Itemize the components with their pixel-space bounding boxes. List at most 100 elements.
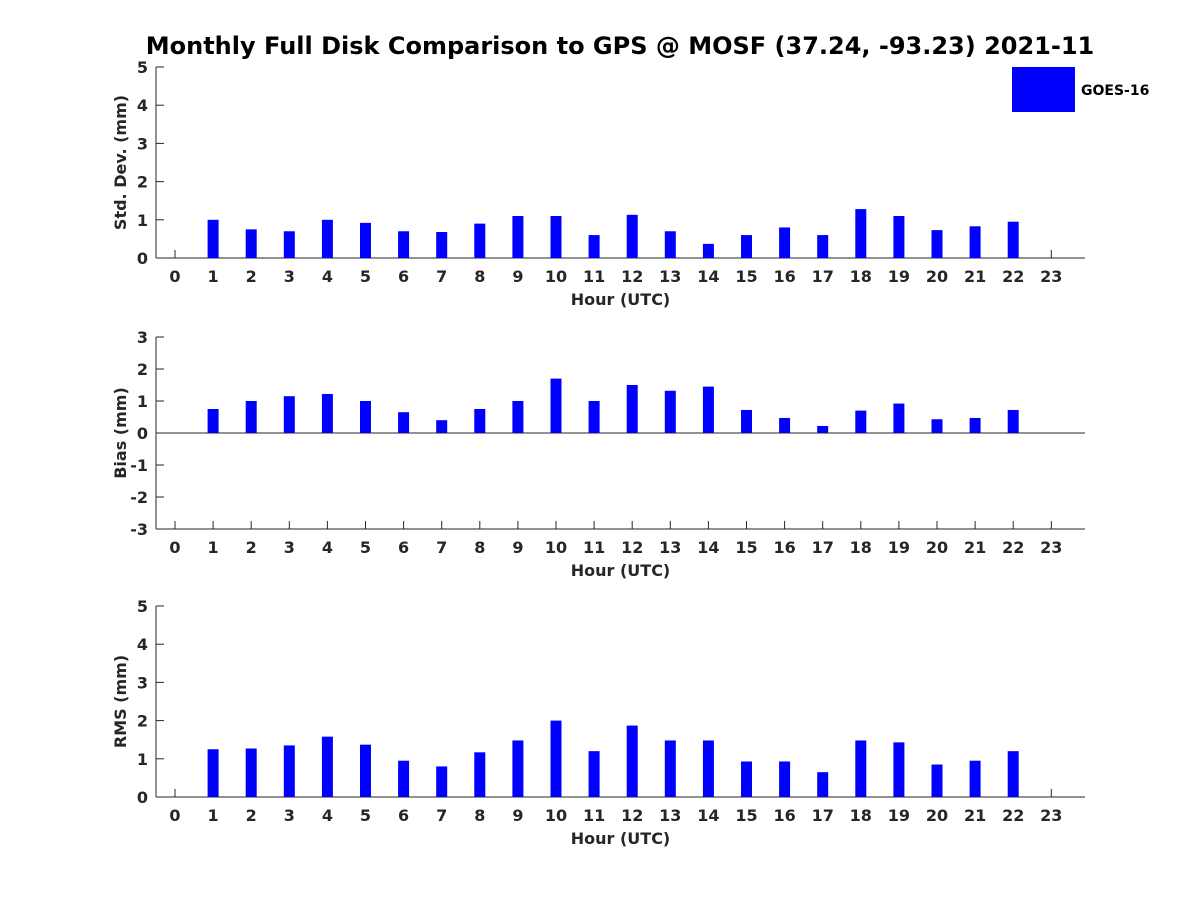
bar-hour-8: [474, 409, 486, 433]
x-tick-label: 23: [1040, 538, 1062, 557]
chart-title: Monthly Full Disk Comparison to GPS @ MO…: [146, 32, 1094, 60]
x-tick-label: 9: [512, 538, 523, 557]
x-tick-label: 12: [621, 538, 643, 557]
bar-hour-8: [474, 752, 486, 797]
y-axis-label: RMS (mm): [111, 655, 130, 748]
y-tick-label: 3: [137, 328, 148, 347]
y-tick-label: 0: [137, 249, 148, 268]
bar-hour-10: [550, 720, 562, 797]
x-tick-label: 6: [398, 267, 409, 286]
x-tick-label: 20: [926, 806, 948, 825]
bar-hour-20: [931, 230, 943, 258]
bar-hour-11: [588, 401, 600, 433]
x-tick-label: 4: [322, 538, 333, 557]
legend: GOES-16: [1012, 67, 1149, 112]
x-tick-label: 16: [773, 267, 795, 286]
x-tick-label: 0: [169, 267, 180, 286]
bar-hour-13: [664, 390, 676, 433]
bar-hour-5: [360, 744, 371, 797]
x-tick-label: 13: [659, 806, 681, 825]
x-tick-label: 10: [545, 267, 567, 286]
x-tick-label: 12: [621, 267, 643, 286]
bar-hour-11: [588, 751, 600, 797]
x-tick-label: 8: [474, 267, 485, 286]
x-tick-label: 17: [812, 806, 834, 825]
bar-hour-2: [245, 229, 257, 258]
bar-hour-2: [245, 748, 257, 797]
x-tick-label: 18: [850, 806, 872, 825]
x-tick-label: 6: [398, 538, 409, 557]
bar-hour-16: [779, 761, 791, 797]
bar-hour-22: [1007, 751, 1019, 797]
x-tick-label: 7: [436, 806, 447, 825]
x-tick-label: 14: [697, 538, 719, 557]
x-tick-label: 10: [545, 538, 567, 557]
bar-hour-1: [207, 409, 219, 433]
y-tick-label: 0: [137, 788, 148, 807]
bar-hour-14: [702, 386, 714, 433]
bar-hour-14: [702, 740, 714, 797]
x-tick-label: 5: [360, 538, 371, 557]
x-tick-label: 3: [284, 806, 295, 825]
x-tick-label: 13: [659, 267, 681, 286]
bar-hour-4: [321, 736, 333, 797]
y-tick-label: 0: [137, 424, 148, 443]
x-tick-label: 11: [583, 267, 605, 286]
legend-label: GOES-16: [1081, 83, 1149, 99]
bar-hour-10: [550, 378, 562, 433]
bar-hour-5: [360, 401, 371, 433]
bar-hour-18: [855, 410, 867, 433]
bar-hour-18: [855, 740, 867, 797]
bar-hour-6: [398, 231, 410, 258]
bar-hour-7: [436, 420, 448, 433]
x-tick-label: 20: [926, 267, 948, 286]
x-tick-label: 17: [812, 538, 834, 557]
x-tick-label: 19: [888, 267, 910, 286]
bar-hour-20: [931, 419, 943, 433]
x-tick-label: 22: [1002, 806, 1024, 825]
x-tick-label: 1: [208, 806, 219, 825]
bar-hour-15: [741, 409, 752, 433]
bar-hour-17: [817, 772, 829, 797]
bar-hour-21: [969, 226, 981, 258]
x-tick-label: 15: [735, 806, 757, 825]
y-tick-label: 1: [137, 211, 148, 230]
bar-hour-16: [779, 227, 791, 258]
y-tick-label: -2: [130, 488, 148, 507]
bar-hour-5: [360, 222, 371, 258]
x-tick-label: 19: [888, 538, 910, 557]
x-tick-label: 20: [926, 538, 948, 557]
x-tick-label: 14: [697, 267, 719, 286]
x-tick-label: 12: [621, 806, 643, 825]
bar-hour-17: [817, 425, 829, 433]
bar-hour-18: [855, 209, 867, 258]
x-tick-label: 2: [246, 267, 257, 286]
legend-swatch: [1012, 67, 1075, 112]
x-tick-label: 18: [850, 538, 872, 557]
bar-hour-3: [283, 231, 295, 258]
x-tick-label: 3: [284, 267, 295, 286]
bar-hour-6: [398, 412, 410, 433]
x-tick-label: 8: [474, 538, 485, 557]
x-tick-label: 15: [735, 538, 757, 557]
x-tick-label: 11: [583, 538, 605, 557]
x-tick-label: 8: [474, 806, 485, 825]
x-tick-label: 3: [284, 538, 295, 557]
y-tick-label: 1: [137, 392, 148, 411]
bar-hour-7: [436, 232, 448, 258]
y-tick-label: 2: [137, 360, 148, 379]
bar-hour-8: [474, 223, 486, 258]
x-tick-label: 7: [436, 538, 447, 557]
x-tick-label: 22: [1002, 538, 1024, 557]
x-tick-label: 16: [773, 538, 795, 557]
bar-hour-1: [207, 219, 219, 258]
x-axis-label: Hour (UTC): [571, 290, 671, 309]
y-tick-label: 3: [137, 673, 148, 692]
x-tick-label: 0: [169, 538, 180, 557]
x-tick-label: 5: [360, 806, 371, 825]
x-tick-label: 4: [322, 806, 333, 825]
bar-hour-11: [588, 235, 600, 258]
y-tick-label: 1: [137, 750, 148, 769]
